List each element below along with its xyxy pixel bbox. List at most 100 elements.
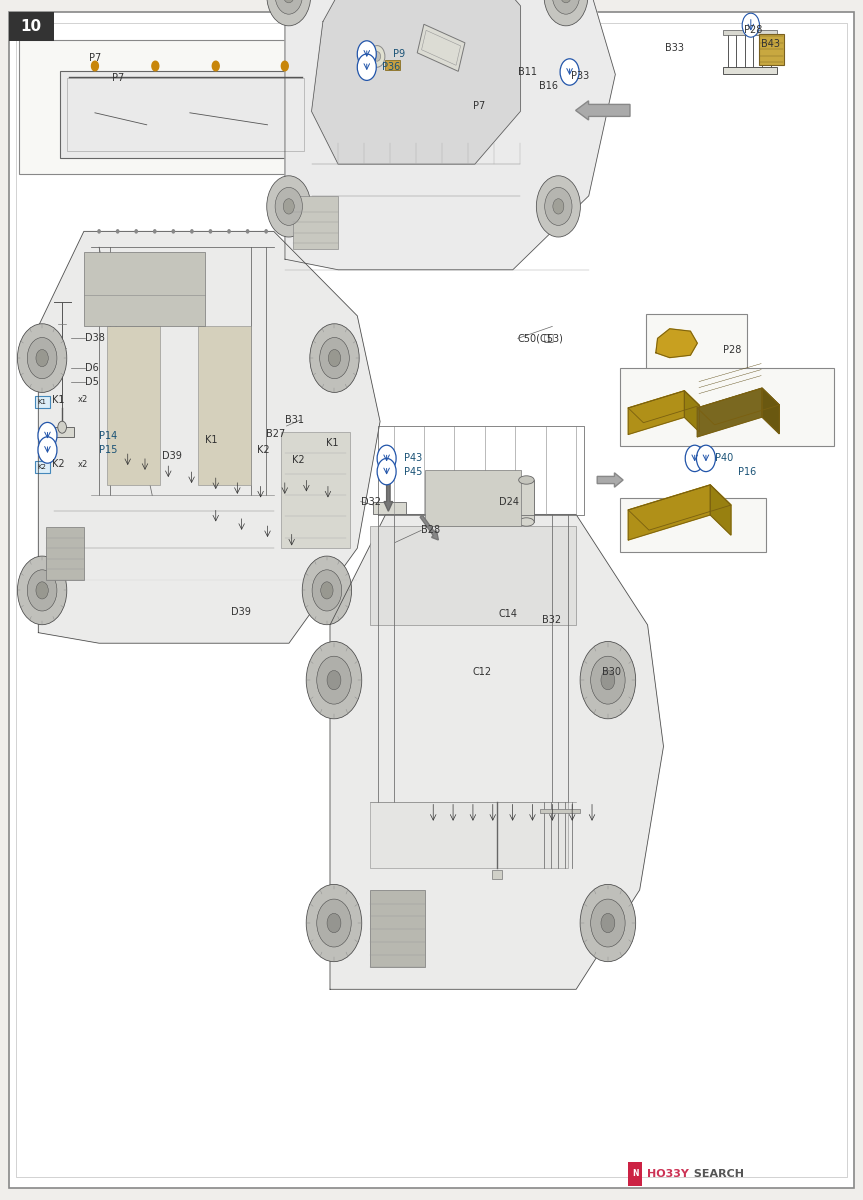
Text: B30: B30 xyxy=(602,667,621,677)
Circle shape xyxy=(560,0,571,2)
Circle shape xyxy=(302,556,351,625)
Circle shape xyxy=(319,337,350,379)
Bar xyxy=(281,432,350,548)
Text: D39: D39 xyxy=(231,607,251,617)
Text: K1: K1 xyxy=(38,398,47,404)
Bar xyxy=(198,326,251,485)
Circle shape xyxy=(742,13,759,37)
Text: P40: P40 xyxy=(715,454,733,463)
Circle shape xyxy=(327,671,341,690)
Circle shape xyxy=(267,0,311,26)
Circle shape xyxy=(369,46,385,67)
Bar xyxy=(519,480,534,522)
Bar xyxy=(107,326,160,485)
Circle shape xyxy=(321,582,333,599)
Text: D39: D39 xyxy=(162,451,182,461)
Bar xyxy=(369,890,425,967)
Bar xyxy=(115,443,148,449)
Circle shape xyxy=(312,570,342,611)
Bar xyxy=(115,433,148,439)
Text: K2: K2 xyxy=(52,460,65,469)
Polygon shape xyxy=(684,391,699,432)
Bar xyxy=(385,60,400,70)
Circle shape xyxy=(536,175,581,238)
Circle shape xyxy=(377,458,396,485)
Polygon shape xyxy=(762,389,779,434)
Circle shape xyxy=(17,324,66,392)
Circle shape xyxy=(265,229,268,233)
Text: B11: B11 xyxy=(518,67,537,77)
Circle shape xyxy=(283,0,294,2)
Circle shape xyxy=(552,0,580,14)
Bar xyxy=(19,40,330,174)
Text: D32: D32 xyxy=(361,497,381,506)
Text: C14: C14 xyxy=(499,610,518,619)
Text: K2: K2 xyxy=(292,455,305,464)
Circle shape xyxy=(580,884,636,961)
Circle shape xyxy=(310,324,359,392)
Text: K2: K2 xyxy=(38,464,47,470)
Text: 10: 10 xyxy=(21,19,41,34)
Text: P33: P33 xyxy=(571,71,589,80)
Bar xyxy=(425,470,520,526)
Circle shape xyxy=(247,229,249,233)
Circle shape xyxy=(98,229,100,233)
Bar xyxy=(417,24,465,71)
Circle shape xyxy=(306,884,362,961)
Polygon shape xyxy=(628,485,710,540)
Text: B33: B33 xyxy=(665,43,683,53)
Text: SEARCH: SEARCH xyxy=(690,1169,745,1178)
Circle shape xyxy=(685,445,704,472)
Circle shape xyxy=(590,656,625,704)
Bar xyxy=(646,314,747,372)
Circle shape xyxy=(275,187,302,226)
Polygon shape xyxy=(330,515,664,989)
Text: B27: B27 xyxy=(266,430,285,439)
Circle shape xyxy=(212,61,219,71)
Text: HO33Y: HO33Y xyxy=(647,1169,690,1178)
Text: D5: D5 xyxy=(85,377,98,386)
Text: C12: C12 xyxy=(473,667,492,677)
Circle shape xyxy=(38,437,57,463)
Text: D38: D38 xyxy=(85,334,104,343)
Text: P7: P7 xyxy=(89,53,101,62)
Circle shape xyxy=(553,199,564,214)
Circle shape xyxy=(544,0,588,26)
Text: B43: B43 xyxy=(761,40,780,49)
Bar xyxy=(35,396,50,408)
Text: B32: B32 xyxy=(542,616,561,625)
Circle shape xyxy=(560,59,579,85)
Text: B31: B31 xyxy=(285,415,304,425)
Bar xyxy=(723,30,777,35)
FancyArrow shape xyxy=(576,101,630,120)
Circle shape xyxy=(580,642,636,719)
Polygon shape xyxy=(38,232,380,643)
Polygon shape xyxy=(697,389,779,425)
Circle shape xyxy=(91,61,98,71)
Bar xyxy=(369,526,576,625)
Circle shape xyxy=(28,570,57,611)
Text: P45: P45 xyxy=(404,467,422,476)
Circle shape xyxy=(267,175,311,238)
Circle shape xyxy=(590,899,625,947)
Circle shape xyxy=(317,899,351,947)
Text: D24: D24 xyxy=(499,497,519,506)
Text: P7: P7 xyxy=(473,101,485,110)
Text: P7: P7 xyxy=(112,73,124,83)
Text: K1: K1 xyxy=(52,395,64,404)
Circle shape xyxy=(601,913,614,932)
Bar xyxy=(620,498,766,552)
Bar xyxy=(369,802,568,868)
Bar xyxy=(84,252,205,326)
FancyArrow shape xyxy=(384,480,393,511)
Bar xyxy=(492,870,501,878)
Text: x2: x2 xyxy=(78,395,88,404)
Circle shape xyxy=(36,582,48,599)
Text: P16: P16 xyxy=(738,467,756,476)
Circle shape xyxy=(306,642,362,719)
Circle shape xyxy=(154,229,156,233)
Bar xyxy=(723,67,777,74)
Circle shape xyxy=(173,229,174,233)
Bar xyxy=(50,427,74,437)
Text: x2: x2 xyxy=(78,460,88,469)
